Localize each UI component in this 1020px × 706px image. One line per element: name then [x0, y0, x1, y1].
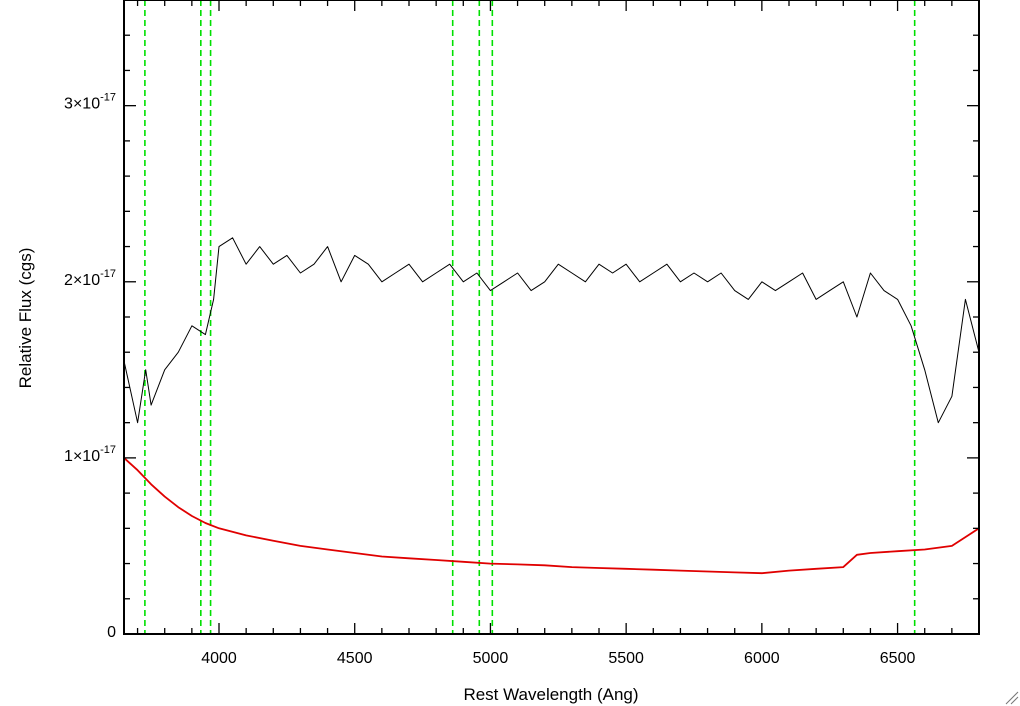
x-tick-label: 4000: [201, 650, 237, 667]
resize-grip-icon[interactable]: [1005, 691, 1019, 705]
x-tick-label: 5000: [473, 650, 509, 667]
y-tick-label: 3×10-17: [64, 92, 116, 113]
x-tick-label: 5500: [608, 650, 644, 667]
tick-labels: 4000 4500 5000 5500 6000 6500 0 1×10-17 2×10-17 3…: [64, 92, 915, 667]
plot-frame: [123, 0, 980, 635]
series-layer: [124, 237, 979, 575]
x-axis-title: Rest Wavelength (Ang): [463, 685, 638, 704]
x-tick-label: 6000: [744, 650, 780, 667]
y-tick-label: 1×10-17: [64, 444, 116, 465]
emission-line-markers: [144, 0, 916, 634]
x-tick-label: 6500: [880, 650, 916, 667]
y-axis-title: Relative Flux (cgs): [16, 248, 35, 389]
axes: [123, 0, 980, 635]
y-tick-label: 2×10-17: [64, 268, 116, 289]
x-tick-label: 4500: [337, 650, 373, 667]
model-continuum-line: [124, 457, 979, 575]
y-tick-label: 0: [107, 624, 116, 641]
observed-spectrum-line: [124, 237, 979, 424]
